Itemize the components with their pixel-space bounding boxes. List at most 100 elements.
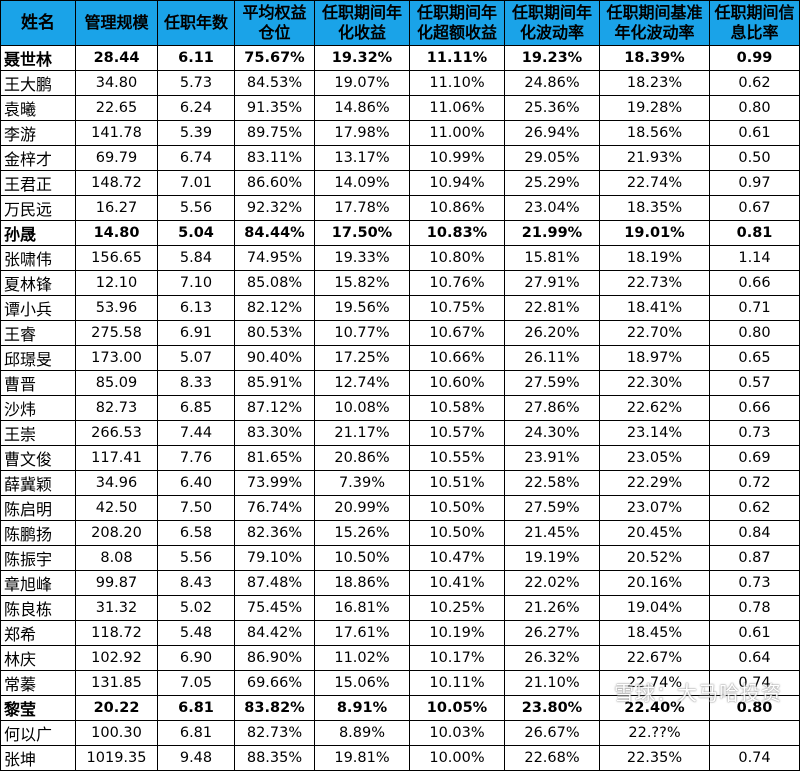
table-cell: 87.48% xyxy=(234,570,315,596)
table-cell: 91.35% xyxy=(234,95,315,121)
table-cell: 18.19% xyxy=(599,245,710,271)
table-cell: 85.91% xyxy=(234,370,315,396)
table-row: 章旭峰 99.87 8.43 87.48% 18.86% 10.41% 22.02% 20.1… xyxy=(0,570,800,596)
table-cell: 21.10% xyxy=(504,670,600,696)
manager-name-cell: 谭小兵 xyxy=(0,295,76,321)
table-cell: 22.29% xyxy=(599,470,710,496)
table-cell: 82.12% xyxy=(234,295,315,321)
table-cell: 10.86% xyxy=(409,195,505,221)
table-cell: 20.22 xyxy=(75,695,158,721)
table-cell: 10.51% xyxy=(409,470,505,496)
table-cell: 16.81% xyxy=(314,595,410,621)
table-cell: 10.25% xyxy=(409,595,505,621)
table-cell: 22.02% xyxy=(504,570,600,596)
table-cell: 18.35% xyxy=(599,195,710,221)
watermark: 雪球：大马哈投资 xyxy=(614,681,782,705)
column-header: 平均权益仓位 xyxy=(234,0,315,46)
table-cell: 10.17% xyxy=(409,645,505,671)
table-cell: 26.67% xyxy=(504,720,600,746)
table-cell: 10.00% xyxy=(409,745,505,771)
table-cell: 10.76% xyxy=(409,270,505,296)
manager-name-cell: 李游 xyxy=(0,120,76,146)
table-cell: 10.60% xyxy=(409,370,505,396)
table-cell: 89.75% xyxy=(234,120,315,146)
table-row: 林庆 102.92 6.90 86.90% 11.02% 10.17% 26.32% 22.6… xyxy=(0,645,800,671)
table-cell: 6.40 xyxy=(157,470,235,496)
table-cell: 24.30% xyxy=(504,420,600,446)
table-cell: 10.11% xyxy=(409,670,505,696)
table-row: 谭小兵 53.96 6.13 82.12% 19.56% 10.75% 22.81% 18.4… xyxy=(0,295,800,321)
table-cell: 82.36% xyxy=(234,520,315,546)
table-cell: 0.61 xyxy=(709,120,800,146)
table-cell: 14.09% xyxy=(314,170,410,196)
table-cell: 10.55% xyxy=(409,445,505,471)
table-cell: 69.66% xyxy=(234,670,315,696)
manager-name-cell: 孙晟 xyxy=(0,220,76,246)
table-cell: 5.07 xyxy=(157,345,235,371)
manager-name-cell: 陈良栋 xyxy=(0,595,76,621)
table-cell: 23.04% xyxy=(504,195,600,221)
table-cell: 19.56% xyxy=(314,295,410,321)
table-cell: 173.00 xyxy=(75,345,158,371)
table-cell: 0.99 xyxy=(709,45,800,71)
table-cell: 5.73 xyxy=(157,70,235,96)
table-cell: 42.50 xyxy=(75,495,158,521)
table-cell: 18.39% xyxy=(599,45,710,71)
table-row: 孙晟 14.80 5.04 84.44% 17.50% 10.83% 21.99% 19.01… xyxy=(0,220,800,246)
manager-name-cell: 黎莹 xyxy=(0,695,76,721)
table-cell: 19.19% xyxy=(504,545,600,571)
table-cell: 5.56 xyxy=(157,195,235,221)
table-cell: 6.85 xyxy=(157,395,235,421)
table-cell: 131.85 xyxy=(75,670,158,696)
manager-name-cell: 邱璟旻 xyxy=(0,345,76,371)
table-row: 曹晋 85.09 8.33 85.91% 12.74% 10.60% 27.59% 22.30… xyxy=(0,370,800,396)
manager-name-cell: 王君正 xyxy=(0,170,76,196)
table-cell: 6.11 xyxy=(157,45,235,71)
table-cell: 27.59% xyxy=(504,370,600,396)
table-cell: 10.80% xyxy=(409,245,505,271)
table-cell: 23.05% xyxy=(599,445,710,471)
table-cell: 34.96 xyxy=(75,470,158,496)
table-row: 郑希 118.72 5.48 84.42% 17.61% 10.19% 26.27% 18.4… xyxy=(0,620,800,646)
table-row: 陈振宇 8.08 5.56 79.10% 10.50% 10.47% 19.19% 20.52… xyxy=(0,545,800,571)
manager-name-cell: 金梓才 xyxy=(0,145,76,171)
table-row: 陈鹏扬 208.20 6.58 82.36% 15.26% 10.50% 21.45% 20.… xyxy=(0,520,800,546)
table-cell: 31.32 xyxy=(75,595,158,621)
table-cell: 19.81% xyxy=(314,745,410,771)
table-cell: 10.83% xyxy=(409,220,505,246)
table-cell: 10.41% xyxy=(409,570,505,596)
manager-name-cell: 郑希 xyxy=(0,620,76,646)
table-cell: 11.11% xyxy=(409,45,505,71)
table-cell: 18.45% xyxy=(599,620,710,646)
table-cell: 6.13 xyxy=(157,295,235,321)
table-row: 袁曦 22.65 6.24 91.35% 14.86% 11.06% 25.36% 19.28… xyxy=(0,95,800,121)
table-cell: 10.03% xyxy=(409,720,505,746)
manager-name-cell: 王大鹏 xyxy=(0,70,76,96)
table-cell: 22.70% xyxy=(599,320,710,346)
table-cell: 15.06% xyxy=(314,670,410,696)
table-cell: 69.79 xyxy=(75,145,158,171)
table-cell: 100.30 xyxy=(75,720,158,746)
table-cell: 84.42% xyxy=(234,620,315,646)
table-cell: 22.35% xyxy=(599,745,710,771)
table-cell: 25.36% xyxy=(504,95,600,121)
table-cell: 118.72 xyxy=(75,620,158,646)
table-cell: 82.73 xyxy=(75,395,158,421)
column-header: 任职期间基准年化波动率 xyxy=(599,0,710,46)
table-cell: 13.17% xyxy=(314,145,410,171)
table-cell: 84.53% xyxy=(234,70,315,96)
table-cell: 53.96 xyxy=(75,295,158,321)
table-row: 聂世林 28.44 6.11 75.67% 19.32% 11.11% 19.23% 18.3… xyxy=(0,45,800,71)
table-row: 曹文俊 117.41 7.76 81.65% 20.86% 10.55% 23.91% 23.… xyxy=(0,445,800,471)
table-cell: 8.43 xyxy=(157,570,235,596)
table-row: 邱璟旻 173.00 5.07 90.40% 17.25% 10.66% 26.11% 18.… xyxy=(0,345,800,371)
table-cell: 23.80% xyxy=(504,695,600,721)
table-cell: 83.11% xyxy=(234,145,315,171)
table-cell: 11.02% xyxy=(314,645,410,671)
table-row: 沙炜 82.73 6.85 87.12% 10.08% 10.58% 27.86% 22.62… xyxy=(0,395,800,421)
table-cell: 0.74 xyxy=(709,670,800,696)
table-cell: 23.91% xyxy=(504,445,600,471)
table-cell: 20.86% xyxy=(314,445,410,471)
table-cell: 24.86% xyxy=(504,70,600,96)
